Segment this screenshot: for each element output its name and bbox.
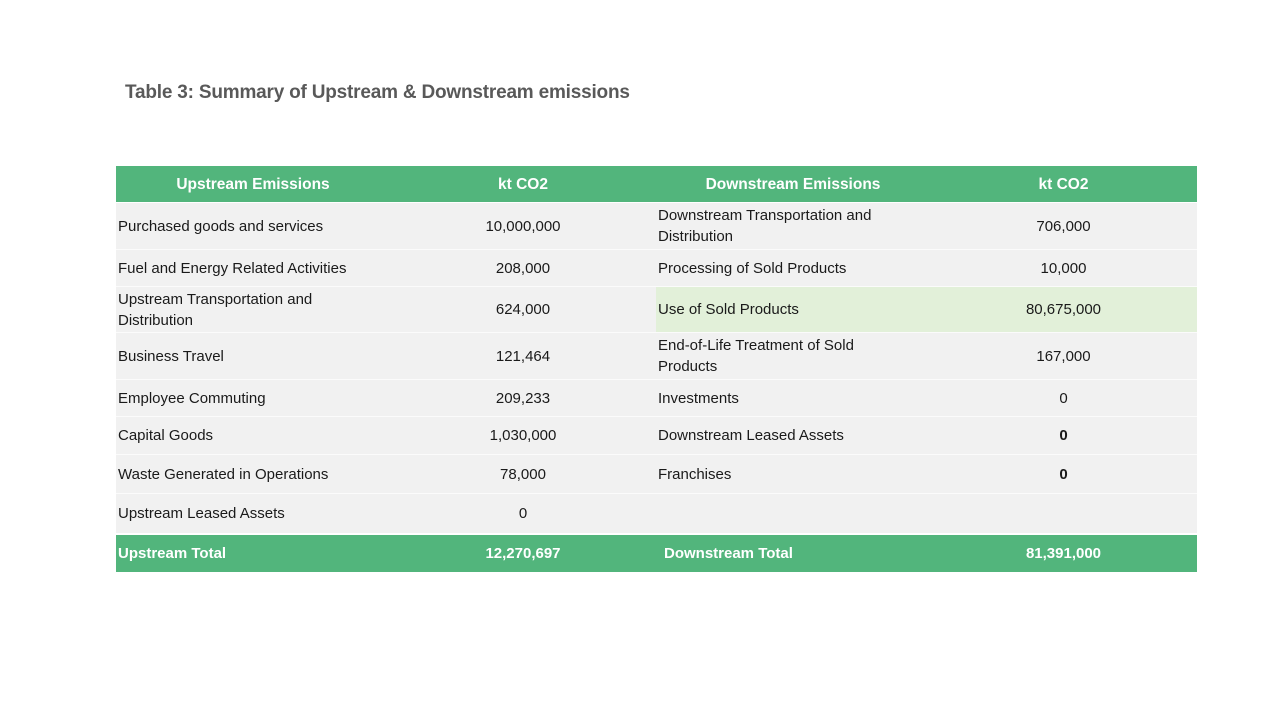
upstream-category: Purchased goods and services	[118, 217, 324, 235]
upstream-value: 0	[518, 505, 528, 522]
upstream-category: Upstream Transportation and Distribution	[118, 290, 313, 329]
upstream-value: 209,233	[495, 389, 551, 407]
downstream-category	[656, 494, 930, 533]
downstream-value: 10,000	[1040, 259, 1087, 277]
table-body: Purchased goods and services 10,000,000 …	[116, 203, 1197, 533]
table-row: Business Travel 121,464 End-of-Life Trea…	[116, 333, 1197, 380]
downstream-value-highlighted: 80,675,000	[930, 287, 1197, 332]
upstream-category: Upstream Leased Assets	[118, 505, 285, 522]
downstream-category: Downstream Leased Assets	[658, 427, 844, 444]
upstream-value: 78,000	[500, 465, 546, 483]
upstream-value: 208,000	[495, 259, 551, 277]
upstream-value: 1,030,000	[489, 427, 557, 444]
downstream-total-label: Downstream Total	[664, 545, 793, 562]
upstream-total-label: Upstream Total	[118, 545, 227, 562]
upstream-total-value: 12,270,697	[485, 545, 561, 562]
upstream-category: Fuel and Energy Related Activities	[118, 259, 347, 277]
downstream-category: Processing of Sold Products	[658, 259, 847, 277]
header-upstream-emissions: Upstream Emissions	[176, 175, 330, 193]
header-downstream-unit: kt CO2	[1038, 175, 1089, 193]
downstream-value: 167,000	[1036, 347, 1091, 365]
downstream-category: Investments	[658, 389, 739, 407]
downstream-value: 0	[1059, 389, 1068, 407]
table-row: Capital Goods 1,030,000 Downstream Lease…	[116, 417, 1197, 455]
downstream-category: Downstream Transportation and Distributi…	[658, 207, 872, 245]
downstream-category: End-of-Life Treatment of Sold Products	[658, 337, 854, 375]
table-row: Upstream Transportation and Distribution…	[116, 287, 1197, 333]
upstream-value: 121,464	[495, 347, 551, 365]
upstream-category: Capital Goods	[118, 427, 214, 444]
page-title: Table 3: Summary of Upstream & Downstrea…	[125, 82, 630, 103]
table-row: Purchased goods and services 10,000,000 …	[116, 203, 1197, 250]
downstream-category-highlighted: Use of Sold Products	[656, 287, 930, 332]
upstream-value: 10,000,000	[485, 217, 561, 235]
table-footer-gap	[116, 533, 1197, 535]
header-upstream-unit: kt CO2	[498, 175, 548, 193]
downstream-value: 0	[1059, 427, 1068, 444]
table-total-row: Upstream Total 12,270,697 Downstream Tot…	[116, 535, 1197, 572]
downstream-value: 706,000	[1036, 217, 1091, 235]
table-row: Upstream Leased Assets 0	[116, 494, 1197, 533]
table-header-row: Upstream Emissions kt CO2 Downstream Emi…	[116, 166, 1197, 203]
table-row: Fuel and Energy Related Activities 208,0…	[116, 250, 1197, 287]
upstream-category: Employee Commuting	[118, 389, 266, 407]
downstream-total-value: 81,391,000	[1025, 545, 1102, 562]
header-downstream-emissions: Downstream Emissions	[705, 175, 881, 193]
downstream-category: Franchises	[658, 465, 732, 483]
table-row: Waste Generated in Operations 78,000 Fra…	[116, 455, 1197, 494]
downstream-value	[930, 494, 1197, 533]
upstream-category: Waste Generated in Operations	[118, 465, 329, 483]
downstream-value: 0	[1059, 465, 1068, 483]
emissions-table: Upstream Emissions kt CO2 Downstream Emi…	[116, 166, 1197, 572]
upstream-category: Business Travel	[118, 347, 224, 365]
table-row: Employee Commuting 209,233 Investments 0	[116, 380, 1197, 417]
upstream-value: 624,000	[495, 301, 551, 318]
